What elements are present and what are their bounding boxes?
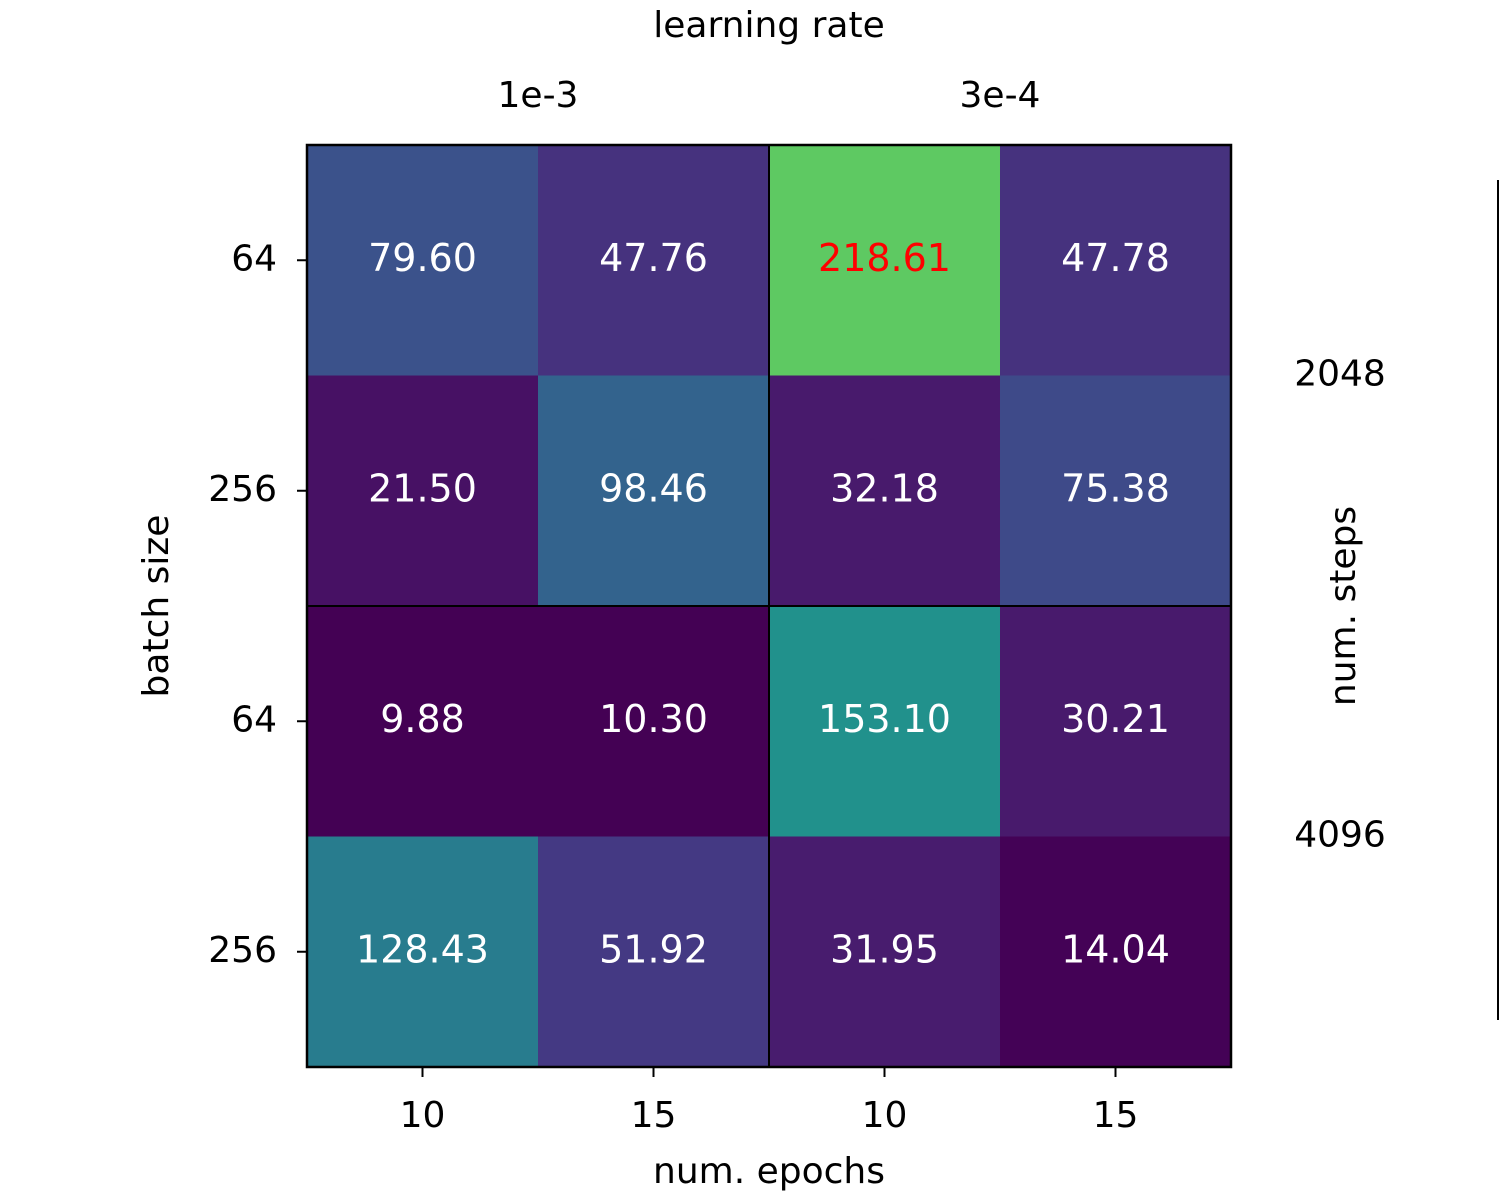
x-axis-label: num. epochs [653,1151,885,1192]
value-label: 128.43 [356,927,489,971]
y-tick-label: 64 [231,238,277,279]
y-group-label: num. steps [1323,506,1364,706]
value-label: 153.10 [818,697,951,741]
heatmap-cell [1000,145,1232,376]
heatmap-cell [1000,836,1232,1068]
value-label: 10.30 [599,697,708,741]
value-label: 21.50 [368,466,477,510]
y-group-label: 2048 [1294,354,1386,395]
value-label: 31.95 [830,927,939,971]
heatmap-cell [769,375,1001,607]
heatmap-cell [307,606,539,837]
heatmap-cell [538,836,770,1068]
value-label: 75.38 [1061,466,1170,510]
value-label: 32.18 [830,466,939,510]
heatmap-cell [538,375,770,607]
x-tick-label: 10 [862,1095,908,1136]
x-group-label: 3e-4 [960,75,1041,116]
value-label: 218.61 [818,236,951,280]
chart-title: learning rate [653,5,884,46]
value-label: 98.46 [599,466,708,510]
y-axis-label: batch size [136,515,177,698]
value-label: 79.60 [368,236,477,280]
heatmap-cell [769,145,1001,376]
y-tick-label: 64 [231,699,277,740]
heatmap-cell [538,606,770,837]
y-tick-label: 256 [208,930,277,971]
value-label: 47.76 [599,236,708,280]
y-group-label: 4096 [1294,815,1386,856]
x-tick-label: 10 [400,1095,446,1136]
heatmap-cell [307,836,539,1068]
x-tick-label: 15 [631,1095,677,1136]
value-label: 30.21 [1061,697,1170,741]
heatmap-cell [1000,375,1232,607]
heatmap-cell [538,145,770,376]
x-tick-label: 15 [1093,1095,1139,1136]
value-label: 14.04 [1061,927,1170,971]
heatmap-cell [769,836,1001,1068]
value-label: 9.88 [380,697,465,741]
heatmap-cell [307,375,539,607]
y-tick-label: 256 [208,469,277,510]
value-label: 51.92 [599,927,708,971]
value-label: 47.78 [1061,236,1170,280]
heatmap-cell [307,145,539,376]
heatmap-cell [769,606,1001,837]
plot-frame [305,143,1233,1069]
heatmap-cell [1000,606,1232,837]
x-group-label: 1e-3 [498,75,579,116]
